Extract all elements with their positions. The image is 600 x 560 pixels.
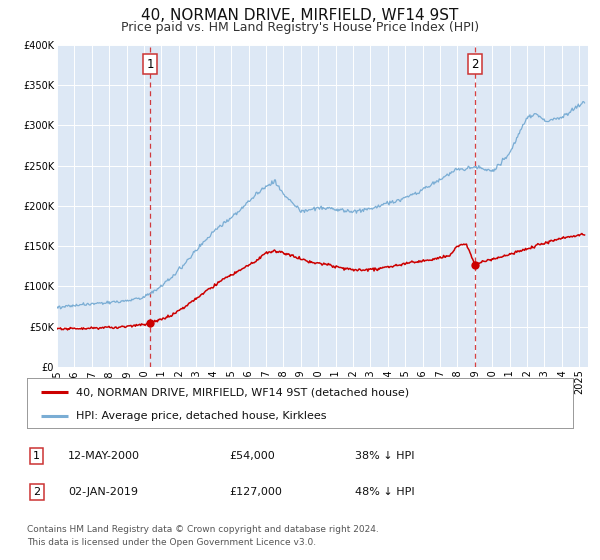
Text: 1: 1 — [146, 58, 154, 71]
Text: £54,000: £54,000 — [229, 451, 275, 461]
Text: 12-MAY-2000: 12-MAY-2000 — [68, 451, 140, 461]
Text: 02-JAN-2019: 02-JAN-2019 — [68, 487, 138, 497]
Text: 38% ↓ HPI: 38% ↓ HPI — [355, 451, 414, 461]
Text: 1: 1 — [34, 451, 40, 461]
Text: Contains HM Land Registry data © Crown copyright and database right 2024.
This d: Contains HM Land Registry data © Crown c… — [27, 525, 379, 548]
Text: 2: 2 — [33, 487, 40, 497]
Text: £127,000: £127,000 — [229, 487, 282, 497]
Text: 40, NORMAN DRIVE, MIRFIELD, WF14 9ST (detached house): 40, NORMAN DRIVE, MIRFIELD, WF14 9ST (de… — [76, 387, 409, 397]
Text: 40, NORMAN DRIVE, MIRFIELD, WF14 9ST: 40, NORMAN DRIVE, MIRFIELD, WF14 9ST — [142, 8, 458, 24]
Text: Price paid vs. HM Land Registry's House Price Index (HPI): Price paid vs. HM Land Registry's House … — [121, 21, 479, 34]
Text: HPI: Average price, detached house, Kirklees: HPI: Average price, detached house, Kirk… — [76, 411, 326, 421]
Text: 2: 2 — [471, 58, 479, 71]
Text: 48% ↓ HPI: 48% ↓ HPI — [355, 487, 414, 497]
